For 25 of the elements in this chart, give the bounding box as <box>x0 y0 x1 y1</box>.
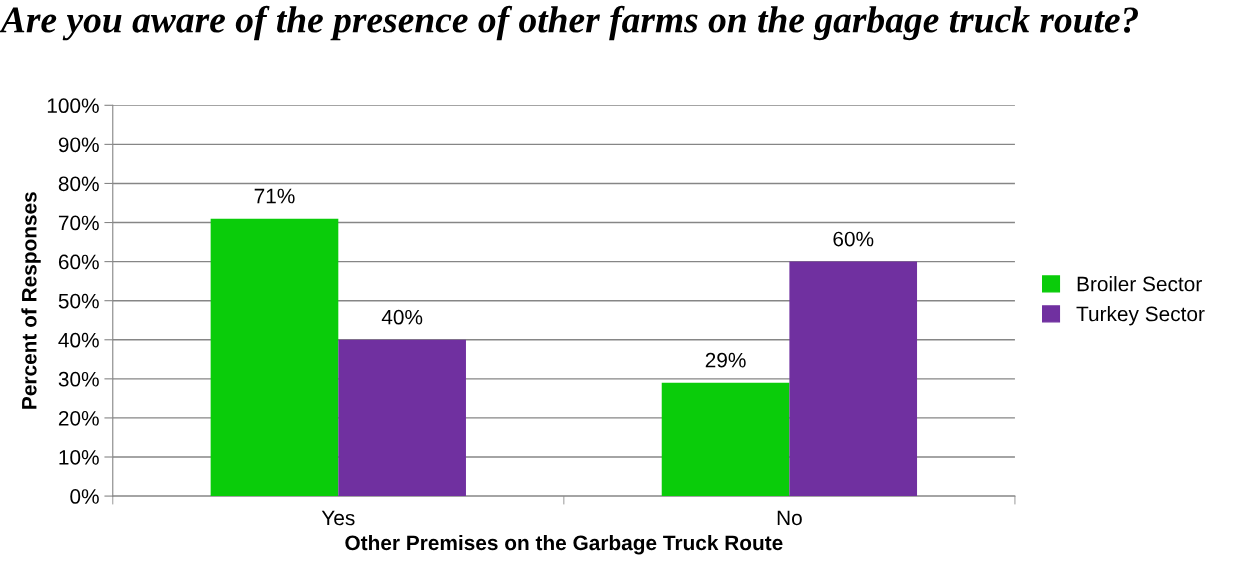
y-tick-label: 50% <box>58 293 99 309</box>
bar <box>789 261 918 497</box>
x-axis-title: Other Premises on the Garbage Truck Route <box>345 534 783 555</box>
data-label: 71% <box>254 188 295 204</box>
y-tick-label: 80% <box>58 176 99 192</box>
y-axis-title: Percent of Responses <box>21 192 41 409</box>
legend-label: Turkey Sector <box>1076 306 1205 326</box>
bar <box>338 339 466 497</box>
y-tick-label: 90% <box>58 137 99 153</box>
y-tick-label: 10% <box>59 450 99 465</box>
bar <box>661 382 790 497</box>
legend-label: Broiler Sector <box>1077 276 1202 292</box>
y-tick-label: 40% <box>58 332 99 348</box>
x-tick-label: Yes <box>321 510 355 526</box>
y-tick-label: 60% <box>58 254 99 270</box>
y-tick-label: 30% <box>58 371 99 387</box>
y-tick-label: 0% <box>70 489 99 504</box>
y-tick-label: 70% <box>58 215 99 231</box>
data-label: 60% <box>833 231 874 247</box>
data-label: 40% <box>381 309 423 325</box>
bar <box>210 218 339 497</box>
data-label: 29% <box>705 352 746 368</box>
y-tick-label: 100% <box>47 98 99 114</box>
x-tick-label: No <box>777 510 802 526</box>
y-tick-label: 20% <box>58 410 99 426</box>
